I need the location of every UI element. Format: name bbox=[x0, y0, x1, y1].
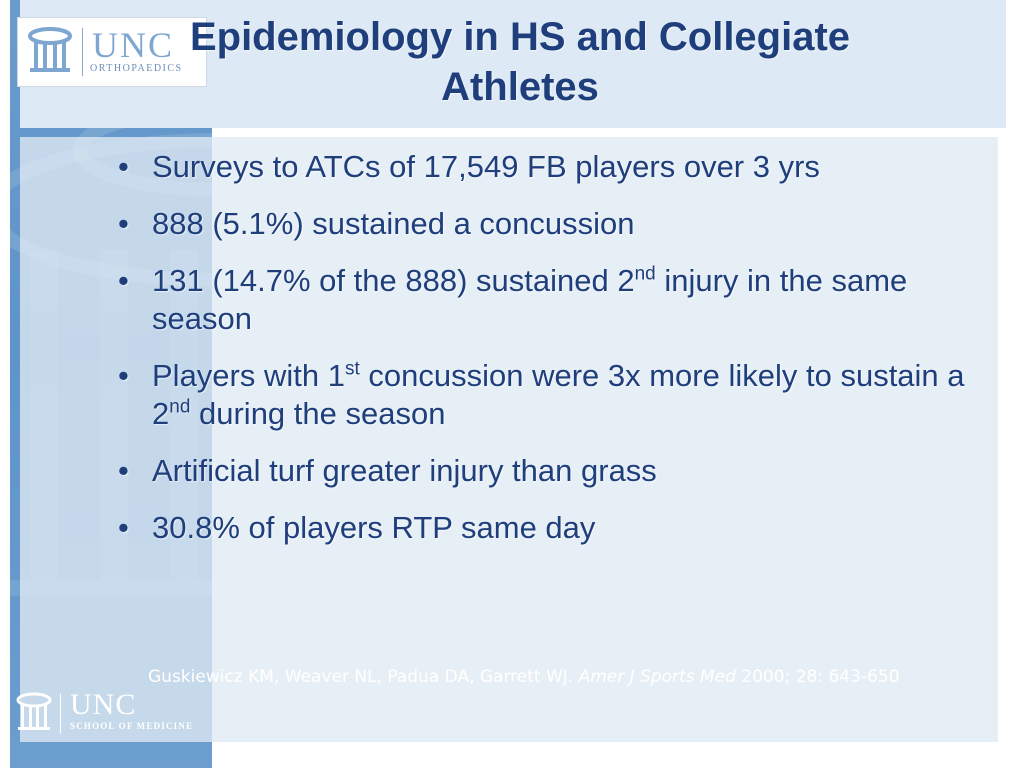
bullet-item: 131 (14.7% of the 888) sustained 2nd inj… bbox=[112, 262, 992, 338]
bullet-text: Players with 1 bbox=[152, 358, 345, 393]
bullet-list: Surveys to ATCs of 17,549 FB players ove… bbox=[112, 148, 992, 566]
unc-orthopaedics-logo: UNC ORTHOPAEDICS bbox=[17, 17, 207, 87]
bullet-item: 30.8% of players RTP same day bbox=[112, 509, 992, 547]
superscript: st bbox=[344, 358, 360, 380]
superscript: nd bbox=[169, 396, 191, 418]
bullet-text: Artificial turf greater injury than gras… bbox=[152, 453, 657, 488]
logo-divider bbox=[60, 694, 61, 734]
bullet-text: Surveys to ATCs of 17,549 FB players ove… bbox=[152, 149, 820, 184]
bullet-text: concussion were 3x more likely to sustai… bbox=[152, 358, 965, 431]
bullet-text: 888 (5.1%) sustained a concussion bbox=[152, 206, 635, 241]
logo-divider bbox=[82, 28, 83, 76]
logo-department: SCHOOL OF MEDICINE bbox=[70, 721, 194, 731]
citation-authors: Guskiewicz KM, Weaver NL, Padua DA, Garr… bbox=[148, 667, 579, 687]
bullet-text: 131 (14.7% of the 888) sustained 2 bbox=[152, 263, 635, 298]
unc-school-of-medicine-logo: UNC SCHOOL OF MEDICINE bbox=[10, 688, 212, 740]
bullet-text: 30.8% of players RTP same day bbox=[152, 510, 596, 545]
citation-details: 2000; 28: 643-650 bbox=[735, 667, 900, 687]
logo-wordmark: UNC bbox=[92, 25, 175, 65]
citation: Guskiewicz KM, Weaver NL, Padua DA, Garr… bbox=[148, 664, 978, 691]
old-well-icon bbox=[28, 27, 72, 72]
bullet-item: Players with 1st concussion were 3x more… bbox=[112, 357, 992, 433]
bullet-item: Artificial turf greater injury than gras… bbox=[112, 452, 992, 490]
bullet-text: during the season bbox=[190, 396, 446, 431]
slide-title: Epidemiology in HS and Collegiate Athlet… bbox=[189, 15, 851, 109]
citation-journal: Amer J Sports Med bbox=[578, 667, 736, 687]
logo-department: ORTHOPAEDICS bbox=[90, 63, 183, 74]
bullet-item: Surveys to ATCs of 17,549 FB players ove… bbox=[112, 148, 992, 186]
logo-wordmark: UNC bbox=[70, 688, 137, 721]
bullet-item: 888 (5.1%) sustained a concussion bbox=[112, 205, 992, 243]
superscript: nd bbox=[634, 263, 656, 285]
bullet-text: injury in the same season bbox=[152, 263, 908, 336]
old-well-icon bbox=[16, 692, 52, 730]
